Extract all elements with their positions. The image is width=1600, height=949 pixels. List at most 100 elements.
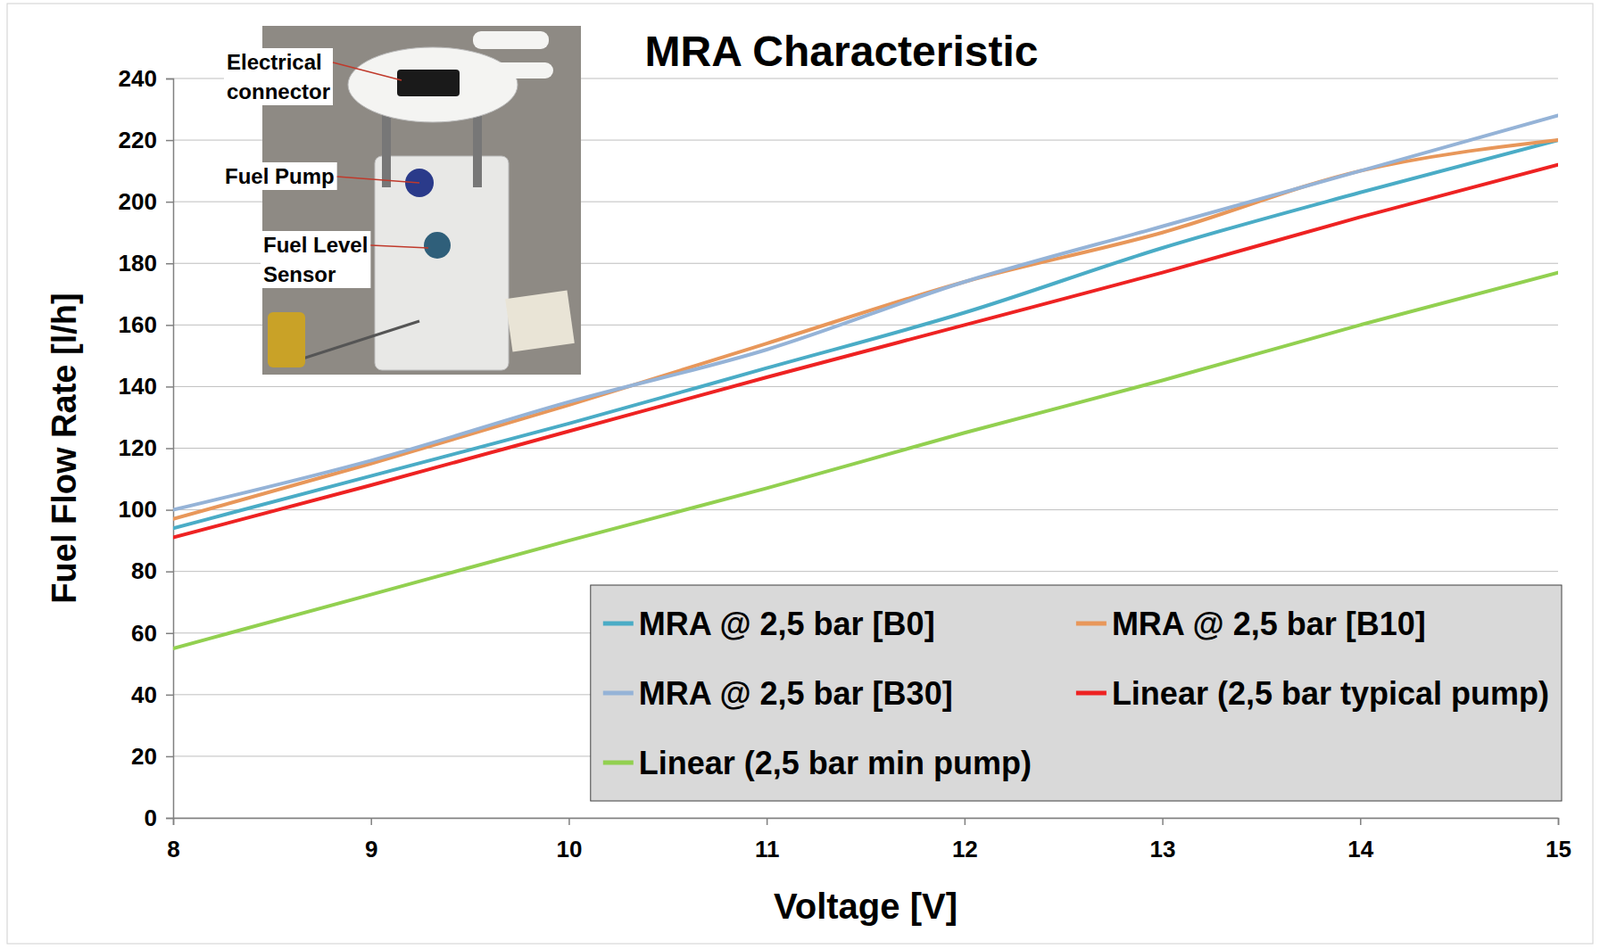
tick-mark	[173, 818, 175, 826]
annotation-leader	[370, 245, 429, 249]
tick-mark	[1359, 818, 1362, 826]
tick-mark	[165, 263, 174, 266]
tick-mark	[1161, 818, 1164, 826]
tick-mark	[165, 386, 174, 389]
pump-outlet	[472, 31, 549, 50]
grid	[173, 78, 1559, 819]
tick-mark	[165, 818, 174, 821]
pump-connector	[397, 69, 460, 97]
series-line	[173, 140, 1559, 520]
y-axis-title: Fuel Flow Rate [l/h]	[45, 292, 83, 604]
tick-mark	[568, 818, 571, 826]
tick: 13	[1150, 818, 1177, 863]
tick: 0	[144, 804, 174, 832]
tick-mark	[370, 818, 373, 826]
tick-mark	[964, 818, 967, 826]
tick: 80	[131, 557, 174, 585]
legend-swatch	[603, 691, 634, 697]
annotation: Fuel Pump	[224, 164, 335, 189]
tick-label: 9	[364, 836, 378, 863]
tick-label: 15	[1545, 836, 1572, 863]
tick-label: 120	[118, 434, 158, 462]
grid-line	[173, 571, 1559, 573]
axis-line	[165, 79, 175, 820]
legend-label: Linear (2,5 bar typical pump)	[1111, 675, 1550, 713]
legend-item: MRA @ 2,5 bar [B30]	[603, 675, 954, 713]
legend-label: Linear (2,5 bar min pump)	[638, 745, 1032, 782]
tick-label: 40	[131, 681, 158, 709]
tick: 100	[118, 496, 174, 523]
annotation: Fuel Level Sensor	[263, 232, 368, 287]
legend-item: MRA @ 2,5 bar [B0]	[603, 605, 936, 643]
tick-label: 12	[952, 836, 979, 863]
tick: 200	[118, 188, 174, 216]
tick-label: 180	[118, 249, 158, 277]
tick-label: 220	[118, 126, 158, 154]
chart-title: MRA Characteristic	[644, 27, 1038, 75]
tick-label: 160	[118, 311, 158, 339]
annotation-background	[222, 162, 338, 191]
legend: MRA @ 2,5 bar [B0] MRA @ 2,5 bar [B10] MRA…	[590, 585, 1562, 802]
tick-mark	[165, 509, 174, 512]
axis-line	[174, 819, 1559, 827]
y-axis: 020406080100120140160180200220240	[118, 65, 175, 832]
legend-swatch	[1076, 691, 1107, 697]
level-sensor	[423, 232, 451, 259]
tick: 120	[118, 434, 174, 462]
text-line: Fuel Pump	[224, 164, 335, 189]
tick: 20	[131, 743, 174, 771]
legend-swatch	[1076, 621, 1107, 627]
tick-label: 200	[118, 188, 158, 216]
legend-item: Linear (2,5 bar min pump)	[603, 745, 1032, 782]
annotation: Electricalconnector	[226, 49, 331, 104]
tick-mark	[766, 818, 769, 826]
float	[267, 312, 306, 368]
tick-label: 20	[131, 743, 158, 771]
tick: 12	[952, 818, 979, 863]
tick: 9	[364, 818, 378, 863]
tick-label: 11	[754, 836, 780, 863]
text-line: Fuel Level	[263, 232, 368, 257]
annotation-leader	[332, 62, 402, 81]
tick: 10	[555, 818, 582, 863]
tick-mark	[165, 571, 174, 573]
pump-flange	[348, 47, 518, 123]
tick: 11	[754, 818, 780, 863]
grid-line	[173, 447, 1559, 449]
legend-box	[590, 585, 1562, 802]
tick-mark	[165, 633, 174, 636]
x-axis-title: Voltage [V]	[773, 887, 958, 927]
tick: 14	[1347, 818, 1374, 863]
legend-label: MRA @ 2,5 bar [B0]	[638, 605, 936, 643]
tick-label: 100	[118, 496, 158, 523]
tick-label: 8	[166, 836, 180, 863]
text-line: Sensor	[263, 262, 336, 287]
chart-frame	[7, 3, 1593, 945]
tick-label: 13	[1150, 836, 1177, 863]
tick-label: 14	[1347, 836, 1374, 863]
float-arm	[294, 321, 420, 362]
tick: 220	[118, 126, 174, 154]
grid-line	[173, 386, 1559, 388]
tick-mark	[165, 447, 174, 450]
annotation-leader	[337, 176, 420, 183]
series-line	[173, 140, 1559, 529]
tick-mark	[165, 324, 174, 327]
legend-label: MRA @ 2,5 bar [B10]	[1111, 605, 1426, 643]
tick: 140	[118, 373, 174, 400]
legend-swatch	[603, 621, 634, 627]
chart: 0204060801001201401601802002202408910111…	[0, 0, 1600, 949]
legend-item: Linear (2,5 bar typical pump)	[1076, 675, 1550, 713]
tick: 240	[118, 65, 174, 92]
tick-label: 80	[131, 557, 158, 585]
annotations: Electricalconnector Fuel Pump Fuel Level Se…	[222, 48, 429, 289]
pump-outlet	[481, 62, 554, 79]
tick: 160	[118, 311, 174, 339]
tick-mark	[1558, 818, 1560, 826]
tick: 15	[1545, 818, 1572, 863]
tick: 40	[131, 681, 174, 709]
tick-label: 0	[144, 804, 158, 832]
annotation-background	[260, 231, 371, 289]
annotation-background	[223, 48, 333, 106]
tick-label: 10	[555, 836, 582, 863]
